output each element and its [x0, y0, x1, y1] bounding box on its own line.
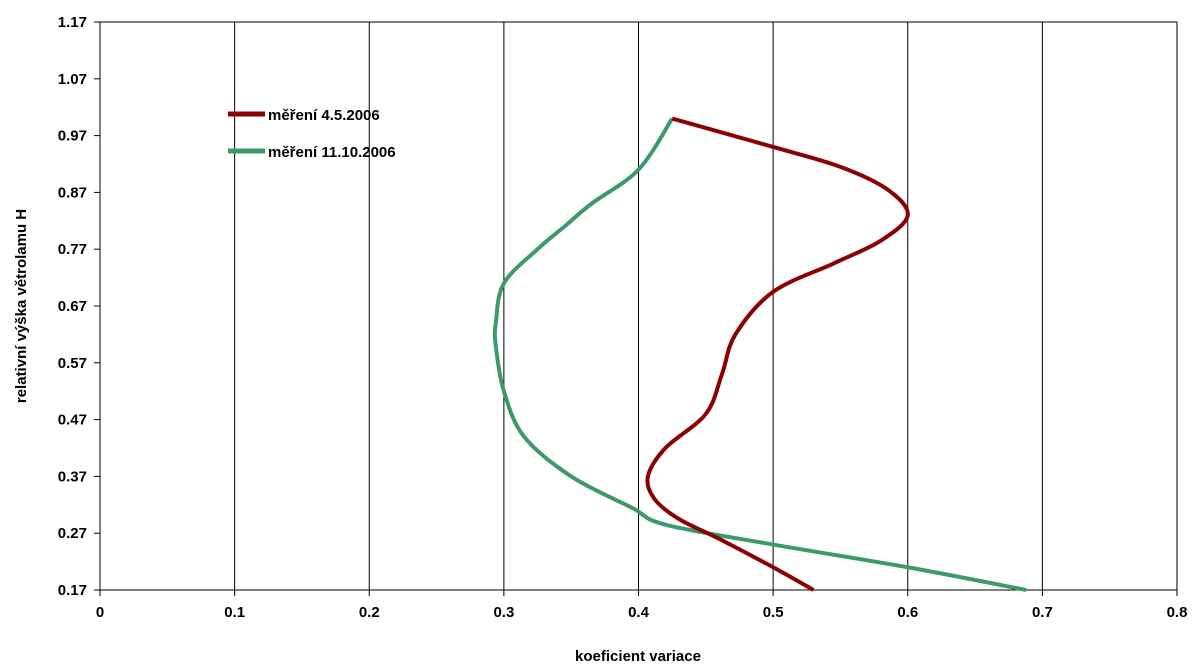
- y-tick-label: 0.57: [58, 355, 87, 372]
- x-tick-labels: 0 0.1 0.2 0.3 0.4 0.5 0.6 0.7 0.8: [96, 590, 1188, 621]
- y-tick-label: 0.87: [58, 184, 87, 201]
- series-line-2: [492, 117, 1027, 592]
- y-tick-label: 0.47: [58, 412, 87, 429]
- y-axis-title: relativní výška větrolamu H: [13, 209, 30, 403]
- x-tick-label: 0.6: [897, 604, 918, 621]
- y-tick-label: 0.77: [58, 241, 87, 258]
- y-tick-label: 0.27: [58, 525, 87, 542]
- y-tick-labels: 0.17 0.27 0.37 0.47 0.57 0.67 0.77 0.87 0.97 1.07…: [58, 14, 100, 599]
- series-line-1: [645, 116, 910, 592]
- grid-lines: [234, 22, 1043, 590]
- x-tick-label: 0.4: [628, 604, 650, 621]
- x-tick-label: 0.1: [224, 604, 245, 621]
- y-tick-label: 1.07: [58, 71, 87, 88]
- x-tick-label: 0.7: [1032, 604, 1053, 621]
- y-tick-label: 0.97: [58, 128, 87, 145]
- y-tick-label: 1.17: [58, 14, 87, 31]
- legend-label-series-2: měření 11.10.2006: [268, 144, 396, 161]
- legend: měření 4.5.2006 měření 11.10.2006: [228, 107, 396, 161]
- y-tick-label: 0.17: [58, 582, 87, 599]
- x-tick-label: 0.8: [1167, 604, 1188, 621]
- x-axis-title: koeficient variace: [575, 648, 701, 665]
- y-tick-label: 0.37: [58, 468, 87, 485]
- x-tick-label: 0.2: [359, 604, 380, 621]
- x-tick-label: 0: [96, 604, 104, 621]
- x-tick-label: 0.3: [493, 604, 514, 621]
- y-tick-label: 0.67: [58, 298, 87, 315]
- x-tick-label: 0.5: [763, 604, 784, 621]
- series-layer: [492, 116, 1027, 592]
- legend-label-series-1: měření 4.5.2006: [268, 107, 380, 124]
